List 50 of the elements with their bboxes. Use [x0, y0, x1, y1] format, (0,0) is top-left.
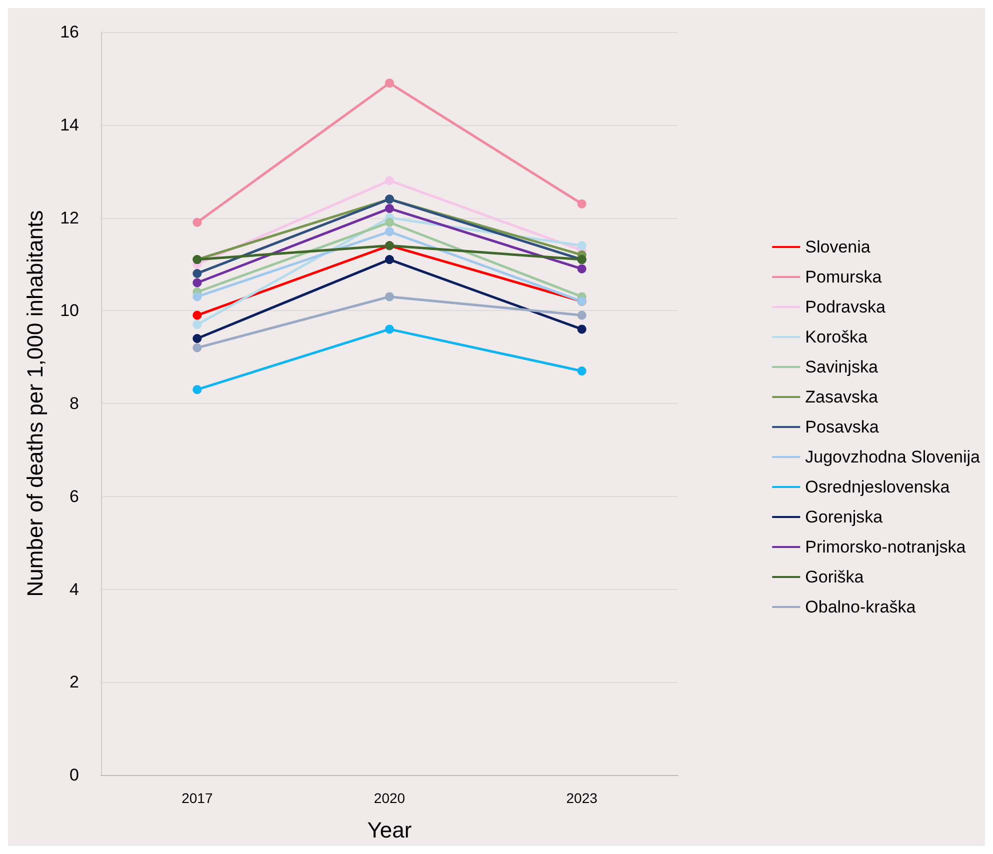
- legend-label: Slovenia: [805, 238, 871, 256]
- point: [192, 278, 202, 288]
- y-tick-label: 10: [60, 301, 79, 320]
- point: [385, 176, 394, 186]
- point: [577, 264, 586, 274]
- point: [192, 268, 202, 278]
- point: [192, 320, 202, 330]
- y-tick-label: 6: [70, 486, 79, 506]
- point: [192, 218, 202, 227]
- point: [385, 78, 394, 88]
- point: [577, 241, 586, 250]
- legend-label: Podravska: [805, 298, 886, 316]
- point: [192, 334, 202, 343]
- point: [385, 255, 394, 264]
- x-tick-label: 2020: [374, 790, 406, 806]
- y-tick-label: 2: [70, 672, 79, 692]
- point: [577, 366, 586, 376]
- point: [385, 292, 394, 302]
- y-tick-label: 12: [60, 208, 79, 228]
- legend-label: Koroška: [805, 328, 868, 346]
- x-tick-label: 2017: [182, 790, 213, 806]
- legend-label: Osrednjeslovenska: [805, 478, 950, 496]
- point: [192, 385, 202, 394]
- legend-label: Gorenjska: [805, 508, 884, 526]
- y-tick-label: 16: [60, 22, 79, 42]
- y-tick-label: 8: [70, 394, 79, 413]
- y-axis-title: Number of deaths per 1,000 inhabitants: [22, 210, 48, 597]
- legend-label: Posavska: [805, 418, 880, 436]
- point: [192, 292, 202, 302]
- x-tick-label: 2023: [566, 790, 598, 806]
- legend-label: Goriška: [805, 568, 864, 586]
- point: [385, 324, 394, 334]
- point: [192, 343, 202, 352]
- point: [577, 310, 586, 320]
- point: [385, 218, 394, 227]
- legend-label: Zasavska: [805, 388, 878, 406]
- point: [577, 324, 586, 334]
- legend-label: Primorsko-notranjska: [805, 538, 966, 556]
- legend-label: Pomurska: [805, 268, 882, 286]
- point: [192, 310, 202, 320]
- point: [385, 204, 394, 213]
- legend-label: Jugovzhodna Slovenija: [805, 448, 981, 466]
- legend-label: Obalno-kraška: [805, 598, 916, 616]
- y-tick-label: 14: [60, 115, 79, 134]
- x-axis-title: Year: [367, 818, 412, 842]
- y-tick-label: 0: [70, 766, 79, 784]
- point: [577, 199, 586, 208]
- point: [385, 227, 394, 236]
- legend-label: Savinjska: [805, 358, 878, 376]
- y-tick-label: 4: [70, 580, 79, 599]
